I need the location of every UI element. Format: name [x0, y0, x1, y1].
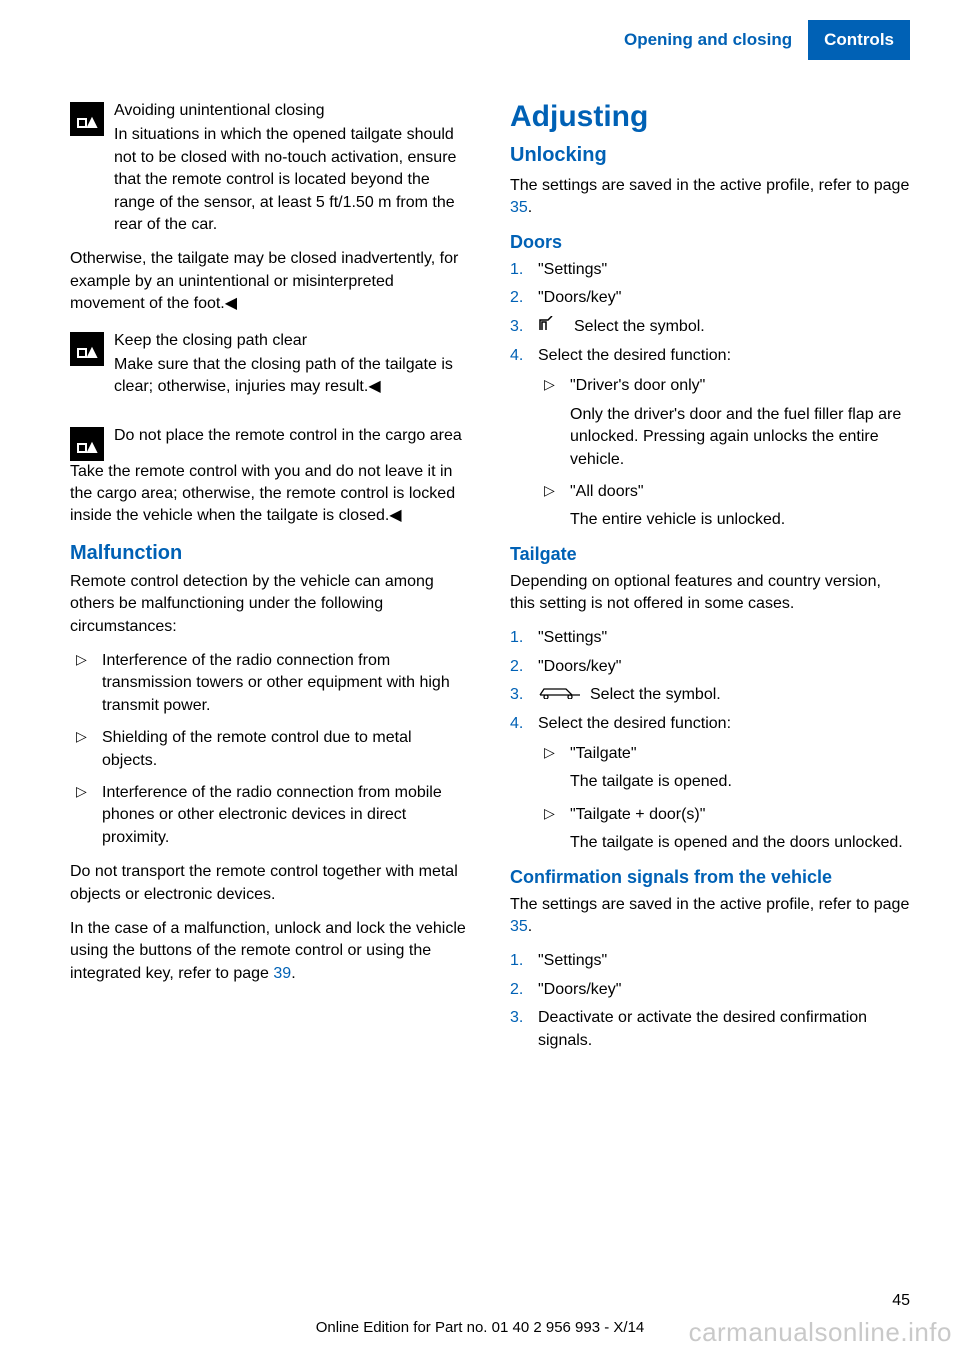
- page-link[interactable]: 35: [510, 199, 528, 216]
- heading-adjusting: Adjusting: [510, 100, 910, 134]
- list-item: "Doors/key": [510, 287, 910, 309]
- list-item: Select the symbol.: [510, 316, 910, 339]
- unlocking-text: The settings are saved in the active pro…: [510, 175, 910, 220]
- warning-title: Do not place the remote control in the c…: [114, 425, 462, 447]
- heading-doors: Doors: [510, 232, 910, 253]
- tailgate-steps: "Settings" "Doors/key" Select the symbol…: [510, 627, 910, 854]
- confirmation-text: The settings are saved in the active pro…: [510, 894, 910, 939]
- warning-block: Avoiding unintentional closing In situat…: [70, 100, 470, 316]
- list-item: Select the desired function: "Driver's d…: [510, 345, 910, 532]
- malfunction-p1: Do not transport the remote control toge…: [70, 861, 470, 906]
- list-item: Select the symbol.: [510, 684, 910, 706]
- list-item: "Settings": [510, 259, 910, 281]
- malfunction-intro: Remote control detection by the vehicle …: [70, 571, 470, 638]
- warning-icon: [70, 102, 104, 136]
- page-link[interactable]: 35: [510, 918, 528, 935]
- warning-title: Keep the closing path clear: [114, 330, 470, 352]
- warning-body: Take the remote control with you and do …: [70, 461, 470, 528]
- list-item: "Tailgate + door(s)" The tailgate is ope…: [538, 804, 910, 855]
- breadcrumb: Opening and closing: [608, 20, 808, 60]
- watermark: carmanualsonline.info: [689, 1317, 952, 1348]
- page-link[interactable]: 39: [273, 965, 291, 982]
- warning-body: In situations in which the opened tailga…: [114, 124, 470, 236]
- list-item: "Doors/key": [510, 656, 910, 678]
- list-item: Shielding of the remote control due to m…: [70, 727, 470, 772]
- content-area: Avoiding unintentional closing In situat…: [0, 60, 960, 1064]
- warning-icon: [70, 332, 104, 366]
- list-item: Deactivate or activate the desired confi…: [510, 1007, 910, 1052]
- malfunction-p2: In the case of a malfunction, unlock and…: [70, 918, 470, 985]
- heading-malfunction: Malfunction: [70, 542, 470, 565]
- list-item: "Doors/key": [510, 979, 910, 1001]
- page-number: 45: [892, 1292, 910, 1310]
- list-item: "Driver's door only" Only the driver's d…: [538, 375, 910, 471]
- list-item: "Settings": [510, 627, 910, 649]
- car-symbol-icon: [538, 684, 582, 706]
- tailgate-intro: Depending on optional features and count…: [510, 571, 910, 616]
- left-column: Avoiding unintentional closing In situat…: [70, 100, 470, 1064]
- list-item: "All doors" The entire vehicle is unlock…: [538, 481, 910, 532]
- list-item: "Settings": [510, 950, 910, 972]
- right-column: Adjusting Unlocking The settings are sav…: [510, 100, 910, 1064]
- door-symbol-icon: [538, 316, 566, 339]
- list-item: Interference of the radio connection fro…: [70, 782, 470, 849]
- heading-unlocking: Unlocking: [510, 144, 910, 167]
- warning-block: Do not place the remote control in the c…: [70, 425, 470, 528]
- page-header: Opening and closing Controls: [0, 0, 960, 60]
- warning-icon: [70, 427, 104, 461]
- confirmation-steps: "Settings" "Doors/key" Deactivate or act…: [510, 950, 910, 1052]
- warning-body: Make sure that the closing path of the t…: [114, 354, 470, 399]
- list-item: Interference of the radio connection fro…: [70, 650, 470, 717]
- warning-title: Avoiding unintentional closing: [114, 100, 470, 122]
- malfunction-list: Interference of the radio connection fro…: [70, 650, 470, 849]
- heading-tailgate: Tailgate: [510, 544, 910, 565]
- section-tab: Controls: [808, 20, 910, 60]
- list-item: "Tailgate" The tailgate is opened.: [538, 743, 910, 794]
- warning-block: Keep the closing path clear Make sure th…: [70, 330, 470, 411]
- list-item: Select the desired function: "Tailgate" …: [510, 713, 910, 855]
- heading-confirmation: Confirmation signals from the vehicle: [510, 867, 910, 888]
- warning-body-2: Otherwise, the tailgate may be closed in…: [70, 248, 470, 315]
- doors-steps: "Settings" "Doors/key" Select the symbol…: [510, 259, 910, 532]
